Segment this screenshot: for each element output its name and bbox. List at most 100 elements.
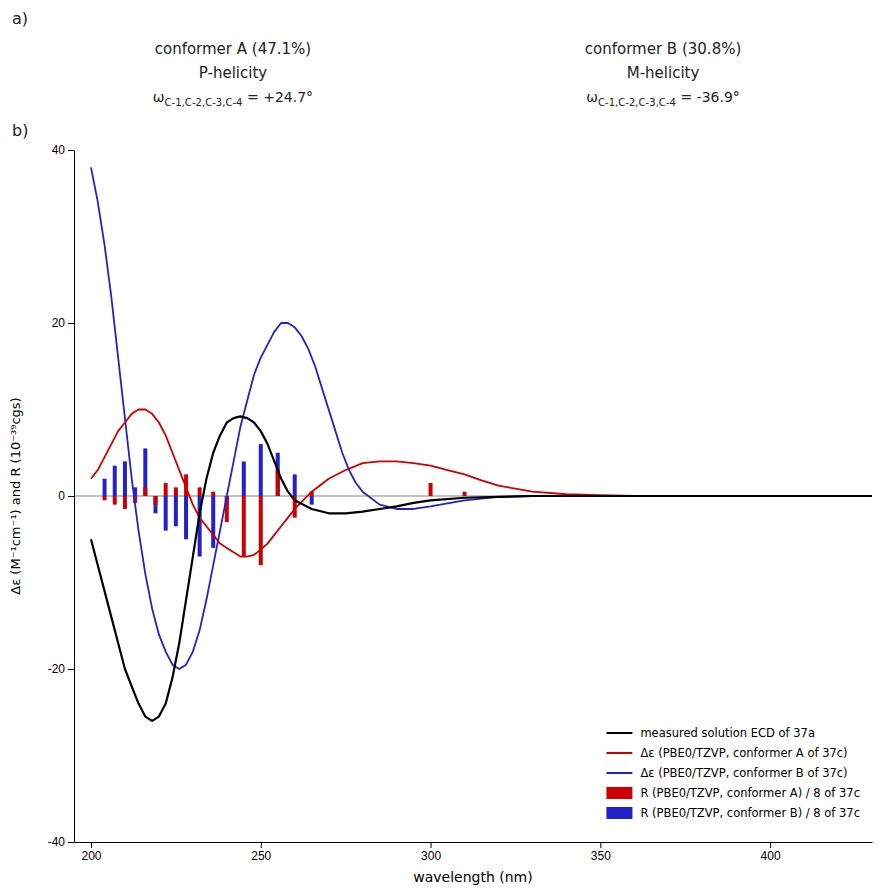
bar bbox=[198, 487, 202, 496]
annotation-text: b) bbox=[12, 121, 28, 140]
bar bbox=[153, 496, 157, 513]
legend-entry: Δε (PBE0/TZVP, conformer A of 37c) bbox=[606, 746, 847, 760]
bar bbox=[429, 483, 433, 496]
legend-swatch bbox=[606, 752, 632, 754]
bar bbox=[242, 496, 246, 557]
legend-swatch bbox=[606, 787, 632, 799]
tick: -20 bbox=[48, 662, 74, 676]
bar bbox=[259, 496, 263, 565]
tick-label: -40 bbox=[48, 835, 66, 849]
line bbox=[91, 416, 872, 720]
bar bbox=[463, 492, 467, 496]
tick: 350 bbox=[591, 842, 611, 863]
bar bbox=[310, 496, 314, 505]
bar bbox=[211, 492, 215, 496]
tick-mark bbox=[68, 496, 74, 497]
bar bbox=[113, 466, 117, 496]
legend-entry: measured solution ECD of 37a bbox=[606, 726, 815, 740]
bar bbox=[113, 496, 117, 505]
tick-mark bbox=[68, 150, 74, 151]
legend-swatch bbox=[606, 807, 632, 819]
tick: 40 bbox=[52, 143, 74, 157]
legend-label: R (PBE0/TZVP, conformer A) / 8 of 37c bbox=[640, 786, 860, 800]
annotation: conformer A (47.1%) bbox=[155, 40, 311, 58]
bar bbox=[174, 496, 178, 526]
tick-mark bbox=[68, 669, 74, 670]
annotation-text: = -36.9° bbox=[676, 89, 740, 105]
tick-mark bbox=[68, 842, 74, 843]
bar bbox=[143, 448, 147, 496]
annotation-text: conformer A (47.1%) bbox=[155, 40, 311, 58]
y-axis: -40 -20 0 20 40 bbox=[48, 143, 75, 849]
tick-label: -20 bbox=[48, 662, 66, 676]
line bbox=[91, 167, 872, 669]
legend-entry: R (PBE0/TZVP, conformer B) / 8 of 37c bbox=[606, 806, 860, 820]
legend-entry: R (PBE0/TZVP, conformer A) / 8 of 37c bbox=[606, 786, 860, 800]
legend-label: Δε (PBE0/TZVP, conformer A of 37c) bbox=[640, 746, 847, 760]
tick-mark bbox=[91, 842, 92, 848]
annotation-subscript: C-1,C-2,C-3,C-4 bbox=[165, 97, 243, 108]
chart: a)conformer A (47.1%)P-helicityωC-1,C-2,… bbox=[0, 0, 896, 894]
bar bbox=[153, 496, 157, 505]
x-axis-title: wavelength (nm) bbox=[413, 869, 532, 885]
tick-mark bbox=[600, 842, 601, 848]
marks bbox=[74, 167, 872, 721]
legend-entry: Δε (PBE0/TZVP, conformer B of 37c) bbox=[606, 766, 847, 780]
tick-label: 300 bbox=[421, 849, 441, 863]
annotation: M-helicity bbox=[627, 64, 700, 82]
tick-label: 400 bbox=[761, 849, 781, 863]
annotation-text: M-helicity bbox=[627, 64, 700, 82]
tick: 400 bbox=[761, 842, 781, 863]
axis-line bbox=[75, 842, 873, 843]
plot: 200 250 300 350 400 -40 -20 0 20 40 measured solut… bbox=[48, 143, 873, 862]
annotation-text: P-helicity bbox=[199, 64, 267, 82]
bar bbox=[103, 479, 107, 496]
bar bbox=[123, 496, 127, 509]
tick: -40 bbox=[48, 835, 74, 849]
bar bbox=[293, 474, 297, 496]
tick-mark bbox=[68, 323, 74, 324]
tick: 20 bbox=[52, 316, 74, 330]
tick: 200 bbox=[81, 842, 101, 863]
tick: 0 bbox=[58, 489, 74, 503]
bar bbox=[164, 483, 168, 496]
bar bbox=[174, 487, 178, 496]
annotation: ωC-1,C-2,C-3,C-4 = +24.7° bbox=[153, 89, 313, 108]
legend: measured solution ECD of 37a Δε (PBE0/TZV… bbox=[606, 726, 860, 820]
bar bbox=[211, 496, 215, 548]
legend-swatch bbox=[606, 772, 632, 774]
tick-label: 200 bbox=[81, 849, 101, 863]
axis-line bbox=[74, 151, 75, 843]
bar bbox=[164, 496, 168, 531]
annotation: ωC-1,C-2,C-3,C-4 = -36.9° bbox=[586, 89, 740, 108]
tick-label: 350 bbox=[591, 849, 611, 863]
legend-label: measured solution ECD of 37a bbox=[640, 726, 815, 740]
tick-mark bbox=[431, 842, 432, 848]
annotation-subscript: C-1,C-2,C-3,C-4 bbox=[598, 97, 676, 108]
tick-mark bbox=[770, 842, 771, 848]
annotation-text: conformer B (30.8%) bbox=[585, 40, 741, 58]
bar bbox=[103, 496, 107, 500]
bar bbox=[123, 461, 127, 496]
annotation-text: ω bbox=[153, 89, 165, 105]
x-axis: 200 250 300 350 400 bbox=[75, 842, 873, 863]
tick-label: 250 bbox=[251, 849, 271, 863]
bar bbox=[184, 496, 188, 539]
legend-label: Δε (PBE0/TZVP, conformer B of 37c) bbox=[640, 766, 847, 780]
tick-label: 20 bbox=[52, 316, 66, 330]
legend-swatch bbox=[606, 732, 632, 734]
annotation-text: = +24.7° bbox=[243, 89, 314, 105]
line bbox=[91, 410, 872, 557]
bar bbox=[259, 444, 263, 496]
tick-label: 0 bbox=[58, 489, 65, 503]
annotation-text: a) bbox=[12, 9, 28, 28]
annotation: P-helicity bbox=[199, 64, 267, 82]
annotation: b) bbox=[12, 121, 28, 140]
bar bbox=[143, 487, 147, 496]
annotation: conformer B (30.8%) bbox=[585, 40, 741, 58]
legend-label: R (PBE0/TZVP, conformer B) / 8 of 37c bbox=[640, 806, 860, 820]
tick: 250 bbox=[251, 842, 271, 863]
tick-mark bbox=[261, 842, 262, 848]
y-axis-title: Δε (M⁻¹cm⁻¹) and R (10⁻³⁹cgs) bbox=[8, 397, 23, 594]
annotation: a) bbox=[12, 9, 28, 28]
